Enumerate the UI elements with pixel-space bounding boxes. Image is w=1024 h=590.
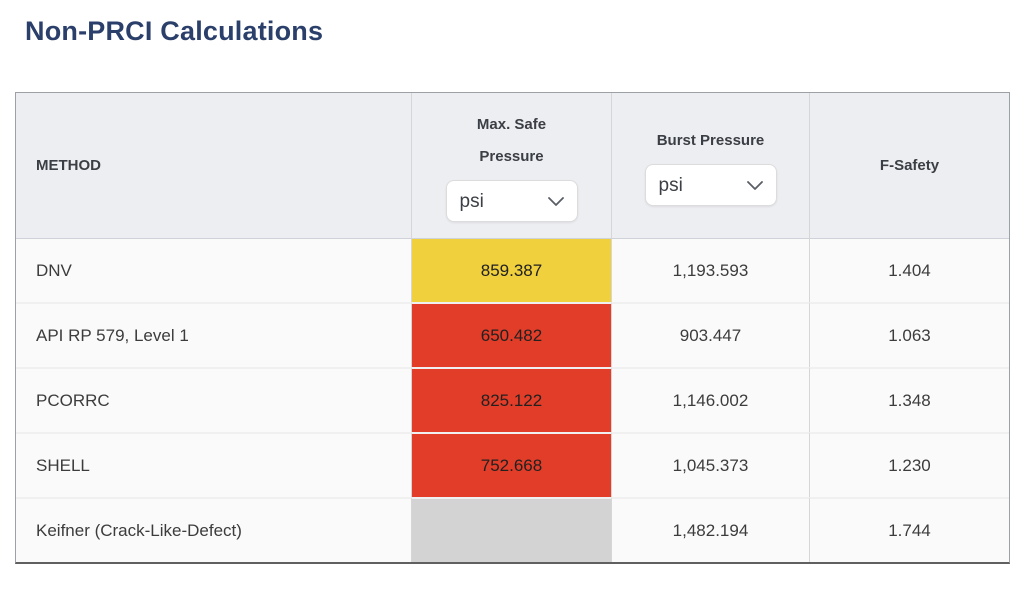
burst-pressure-cell: 1,193.593 [611,239,809,302]
max-safe-pressure-cell: 859.387 [411,239,611,302]
column-header-max-safe-pressure-label: Max. Safe Pressure [476,116,547,165]
table-row: DNV 859.387 1,193.593 1.404 [16,239,1009,302]
max-safe-pressure-cell: 650.482 [411,302,611,367]
burst-pressure-cell: 903.447 [611,302,809,367]
method-cell: PCORRC [16,367,411,432]
table-row: API RP 579, Level 1 650.482 903.447 1.06… [16,302,1009,367]
table-header-row: METHOD Max. Safe Pressure psi Burst Pres… [16,93,1009,239]
table-row: Keifner (Crack-Like-Defect) 1,482.194 1.… [16,497,1009,562]
column-header-max-safe-pressure: Max. Safe Pressure psi [411,93,611,239]
max-safe-pressure-cell: 825.122 [411,367,611,432]
f-safety-cell: 1.063 [809,302,1009,367]
page-title: Non-PRCI Calculations [25,16,324,46]
burst-pressure-cell: 1,045.373 [611,432,809,497]
f-safety-cell: 1.744 [809,497,1009,562]
table-row: SHELL 752.668 1,045.373 1.230 [16,432,1009,497]
table-row: PCORRC 825.122 1,146.002 1.348 [16,367,1009,432]
unit-select-max-safe-pressure-value: psi [459,190,484,212]
column-header-f-safety-label: F-Safety [879,157,940,174]
method-cell: API RP 579, Level 1 [16,302,411,367]
unit-select-max-safe-pressure[interactable]: psi [445,180,578,222]
column-header-method: METHOD [16,93,411,239]
column-header-f-safety: F-Safety [809,93,1009,239]
calculations-table: METHOD Max. Safe Pressure psi Burst Pres… [15,92,1010,564]
column-header-burst-pressure-label: Burst Pressure [656,131,765,149]
max-safe-pressure-cell: 752.668 [411,432,611,497]
chevron-down-icon [547,196,564,206]
method-cell: DNV [16,239,411,302]
f-safety-cell: 1.348 [809,367,1009,432]
column-header-burst-pressure: Burst Pressure psi [611,93,809,239]
burst-pressure-cell: 1,482.194 [611,497,809,562]
unit-select-burst-pressure-value: psi [658,174,683,196]
unit-select-burst-pressure[interactable]: psi [644,164,777,207]
column-header-method-label: METHOD [36,157,101,174]
f-safety-cell: 1.404 [809,239,1009,302]
burst-pressure-cell: 1,146.002 [611,367,809,432]
method-cell: Keifner (Crack-Like-Defect) [16,497,411,562]
f-safety-cell: 1.230 [809,432,1009,497]
chevron-down-icon [746,180,763,190]
max-safe-pressure-cell [411,497,611,562]
method-cell: SHELL [16,432,411,497]
